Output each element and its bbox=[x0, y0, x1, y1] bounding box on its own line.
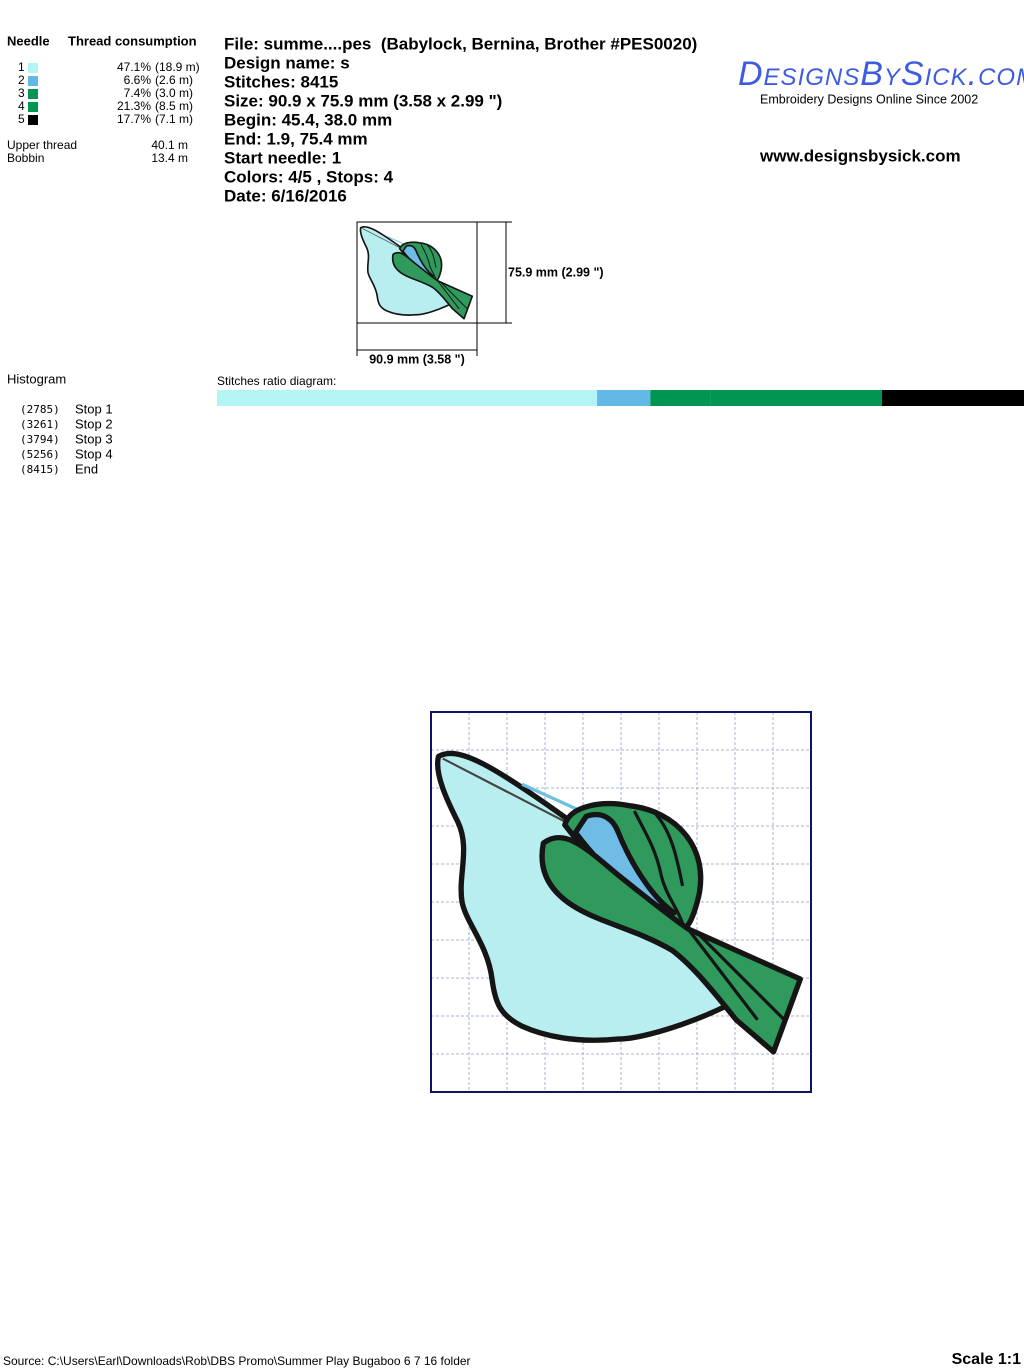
ratio-segment bbox=[881, 390, 1024, 406]
design-preview bbox=[430, 711, 812, 1093]
ratio-bar bbox=[217, 390, 1024, 406]
info-line: Stitches: 8415 bbox=[224, 72, 338, 91]
needle-length: (2.6 m) bbox=[155, 73, 193, 87]
stop-label: Stop 1 bbox=[75, 401, 113, 416]
brand-logo: DesignsBySick.com bbox=[738, 55, 1024, 93]
ratio-segment bbox=[710, 390, 882, 406]
info-line: Date: 6/16/2016 bbox=[224, 186, 347, 205]
info-line: Design name: s bbox=[224, 53, 350, 72]
needle-number: 1 bbox=[18, 60, 25, 74]
thread-header: Thread consumption bbox=[68, 33, 197, 48]
needle-length: (8.5 m) bbox=[155, 99, 193, 113]
needle-number: 3 bbox=[18, 86, 25, 100]
total-label: Upper thread bbox=[7, 138, 77, 152]
stop-label: Stop 4 bbox=[75, 446, 113, 461]
needle-swatch bbox=[28, 102, 38, 112]
height-label: 75.9 mm (2.99 ") bbox=[508, 265, 604, 279]
needle-swatch bbox=[28, 89, 38, 99]
stop-label: Stop 3 bbox=[75, 431, 113, 446]
needle-swatch bbox=[28, 115, 38, 125]
needle-number: 4 bbox=[18, 99, 25, 113]
scale: Scale 1:1 bbox=[952, 1351, 1021, 1368]
needle-number: 5 bbox=[18, 112, 25, 126]
needle-percent: 21.3% bbox=[117, 99, 151, 113]
histogram: (2785) Stop 1 (3261) Stop 2 (3794) Stop 3 (525… bbox=[20, 401, 113, 476]
info-line: Begin: 45.4, 38.0 mm bbox=[224, 110, 392, 129]
needle-swatch bbox=[28, 63, 38, 73]
ratio-segment bbox=[597, 390, 651, 406]
stop-count: (3261) bbox=[20, 418, 60, 431]
source-path: Source: C:\Users\Earl\Downloads\Rob\DBS … bbox=[3, 1354, 471, 1368]
needle-percent: 47.1% bbox=[117, 60, 151, 74]
needle-length: (7.1 m) bbox=[155, 112, 193, 126]
thumbnail: 75.9 mm (2.99 ") 90.9 mm (3.58 ") bbox=[356, 221, 604, 366]
preview-frame bbox=[430, 711, 812, 1093]
totals: Upper thread 40.1 m Bobbin 13.4 m bbox=[7, 138, 188, 165]
stop-label: End bbox=[75, 461, 98, 476]
brand-url: www.designsbysick.com bbox=[759, 146, 961, 165]
info-line: Size: 90.9 x 75.9 mm (3.58 x 2.99 ") bbox=[224, 91, 502, 110]
total-label: Bobbin bbox=[7, 151, 44, 165]
ratio-segment bbox=[217, 390, 598, 406]
brand-tagline: Embroidery Designs Online Since 2002 bbox=[760, 92, 978, 106]
needle-swatch bbox=[28, 76, 38, 86]
needle-header: Needle bbox=[7, 33, 50, 48]
info-line: Colors: 4/5 , Stops: 4 bbox=[224, 167, 394, 186]
info-line: File: summe....pes (Babylock, Bernina, B… bbox=[224, 34, 697, 53]
ratio-segment bbox=[650, 390, 711, 406]
needle-list: 1 47.1% (18.9 m) 2 6.6% (2.6 m) 3 7.4% (3.0 m) 4 2… bbox=[18, 60, 200, 126]
stop-count: (8415) bbox=[20, 463, 60, 476]
ratio-title: Stitches ratio diagram: bbox=[217, 374, 336, 388]
info-line: End: 1.9, 75.4 mm bbox=[224, 129, 368, 148]
info-line: Start needle: 1 bbox=[224, 148, 341, 167]
stop-label: Stop 2 bbox=[75, 416, 113, 431]
design-info: File: summe....pes (Babylock, Bernina, B… bbox=[224, 34, 697, 205]
width-label: 90.9 mm (3.58 ") bbox=[369, 352, 465, 366]
total-value: 40.1 m bbox=[151, 138, 188, 152]
needle-percent: 7.4% bbox=[124, 86, 152, 100]
needle-length: (3.0 m) bbox=[155, 86, 193, 100]
needle-length: (18.9 m) bbox=[155, 60, 200, 74]
total-value: 13.4 m bbox=[151, 151, 188, 165]
stop-count: (5256) bbox=[20, 448, 60, 461]
needle-number: 2 bbox=[18, 73, 25, 87]
needle-percent: 6.6% bbox=[124, 73, 152, 87]
stop-count: (2785) bbox=[20, 403, 60, 416]
stop-count: (3794) bbox=[20, 433, 60, 446]
needle-percent: 17.7% bbox=[117, 112, 151, 126]
histogram-title: Histogram bbox=[7, 371, 66, 386]
